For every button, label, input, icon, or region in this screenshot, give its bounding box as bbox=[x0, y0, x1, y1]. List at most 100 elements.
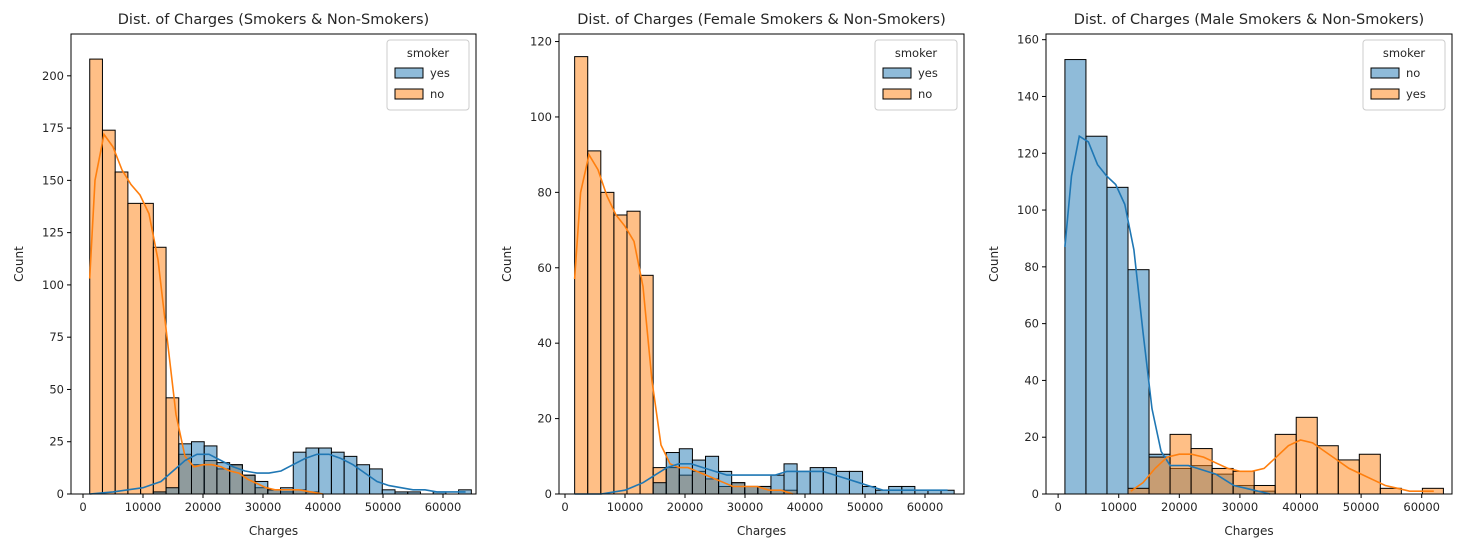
kde-line-no bbox=[1064, 134, 1271, 495]
y-tick-label: 0 bbox=[57, 487, 64, 501]
x-tick-label: 50000 bbox=[1343, 500, 1380, 514]
x-tick-label: 30000 bbox=[1222, 500, 1259, 514]
x-tick-label: 0 bbox=[561, 500, 568, 514]
y-tick-label: 0 bbox=[545, 487, 552, 501]
y-tick-label: 160 bbox=[1017, 33, 1039, 47]
bar-yes-2 bbox=[178, 443, 192, 495]
subplot-3: 0 10000 20000 30000 40000 50000 60000 0 20 40 60 80… bbox=[987, 12, 1453, 538]
kde-line-yes bbox=[89, 453, 466, 495]
kde-line-yes bbox=[574, 463, 948, 495]
x-tick-label: 40000 bbox=[787, 500, 824, 514]
bar-yes-1 bbox=[165, 487, 180, 495]
bar-no-5 bbox=[639, 274, 654, 495]
y-tick-label: 200 bbox=[42, 69, 64, 83]
bar-yes-4 bbox=[203, 445, 218, 495]
legend-label-yes: yes bbox=[430, 66, 450, 80]
x-tick-label: 10000 bbox=[125, 500, 162, 514]
bar-no-5 bbox=[152, 246, 167, 495]
subplot-2: 0 10000 20000 30000 40000 50000 60000 0 20 40 60 80… bbox=[500, 12, 965, 538]
legend-label-no: no bbox=[918, 87, 932, 101]
bar-no-1 bbox=[101, 129, 116, 495]
legend-title: smoker bbox=[1383, 46, 1426, 60]
legend-title: smoker bbox=[895, 46, 938, 60]
x-tick-label: 50000 bbox=[365, 500, 402, 514]
kde-line-no bbox=[88, 132, 324, 495]
x-tick-label: 10000 bbox=[607, 500, 644, 514]
bar-no-6 bbox=[165, 397, 180, 495]
y-tick-label: 175 bbox=[42, 121, 64, 135]
bar-no-1 bbox=[1085, 135, 1108, 495]
x-tick-label: 0 bbox=[1054, 500, 1061, 514]
legend: smoker yes no bbox=[874, 39, 958, 111]
kde-line-yes bbox=[1130, 439, 1434, 492]
legend-swatch-no bbox=[882, 88, 912, 100]
bar-yes-0 bbox=[652, 482, 667, 495]
axes-frame bbox=[1045, 33, 1453, 495]
legend-swatch-no bbox=[394, 88, 424, 100]
y-tick-label: 140 bbox=[1017, 89, 1039, 103]
bar-yes-10 bbox=[783, 463, 798, 495]
bar-yes-5 bbox=[1232, 470, 1255, 495]
x-axis-label: Charges bbox=[249, 524, 298, 538]
y-tick-label: 20 bbox=[537, 412, 552, 426]
bar-yes-8 bbox=[1295, 416, 1318, 495]
subplot-1: 0 10000 20000 30000 40000 50000 60000 0 25 50 75 10… bbox=[12, 12, 477, 538]
bar-no-1 bbox=[587, 150, 602, 495]
bar-yes-10 bbox=[1337, 459, 1360, 495]
x-tick-label: 60000 bbox=[1403, 500, 1440, 514]
legend-label-yes: yes bbox=[918, 66, 938, 80]
y-tick-label: 40 bbox=[1024, 373, 1039, 387]
bar-no-3 bbox=[1127, 269, 1150, 495]
y-tick-label: 60 bbox=[537, 261, 552, 275]
y-tick-label: 25 bbox=[49, 435, 64, 449]
legend-swatch-yes bbox=[394, 67, 424, 79]
y-axis-label: Count bbox=[987, 246, 1001, 282]
y-tick-label: 20 bbox=[1024, 430, 1039, 444]
y-tick-label: 120 bbox=[530, 35, 552, 49]
x-tick-label: 20000 bbox=[1161, 500, 1198, 514]
bar-yes-2 bbox=[678, 448, 693, 495]
y-tick-label: 150 bbox=[42, 173, 64, 187]
x-axis-label: Charges bbox=[737, 524, 786, 538]
chart-title: Dist. of Charges (Male Smokers & Non-Smo… bbox=[1074, 12, 1424, 28]
x-tick-label: 50000 bbox=[847, 500, 884, 514]
bar-no-4 bbox=[140, 202, 154, 495]
y-axis-label: Count bbox=[500, 246, 514, 282]
y-tick-label: 100 bbox=[530, 110, 552, 124]
chart-title: Dist. of Charges (Female Smokers & Non-S… bbox=[577, 12, 945, 28]
x-tick-label: 30000 bbox=[727, 500, 764, 514]
bar-no-0 bbox=[1064, 59, 1087, 495]
x-tick-label: 60000 bbox=[425, 500, 462, 514]
x-tick-label: 30000 bbox=[245, 500, 282, 514]
x-axis-label: Charges bbox=[1224, 524, 1273, 538]
y-tick-label: 120 bbox=[1017, 146, 1039, 160]
axes-frame bbox=[70, 33, 477, 495]
bar-no-2 bbox=[600, 191, 615, 495]
bar-yes-3 bbox=[190, 441, 205, 495]
legend-swatch-no bbox=[1370, 67, 1400, 79]
bar-no-0 bbox=[89, 58, 103, 495]
legend-swatch-yes bbox=[1370, 88, 1400, 100]
bar-yes-6 bbox=[731, 482, 746, 495]
bar-no-2 bbox=[114, 171, 129, 495]
bar-yes-10 bbox=[280, 487, 294, 495]
bar-yes-15 bbox=[343, 455, 358, 495]
x-tick-label: 20000 bbox=[185, 500, 222, 514]
bar-yes-11 bbox=[796, 470, 811, 495]
bar-no-0 bbox=[574, 56, 589, 495]
legend-label-yes: yes bbox=[1406, 87, 1426, 101]
y-tick-label: 0 bbox=[1032, 487, 1039, 501]
y-tick-label: 50 bbox=[49, 382, 64, 396]
legend-label-no: no bbox=[430, 87, 444, 101]
x-tick-label: 10000 bbox=[1100, 500, 1137, 514]
x-tick-label: 20000 bbox=[667, 500, 704, 514]
y-tick-label: 100 bbox=[1017, 203, 1039, 217]
y-tick-label: 80 bbox=[1024, 260, 1039, 274]
legend-title: smoker bbox=[407, 46, 450, 60]
x-tick-label: 40000 bbox=[305, 500, 342, 514]
y-tick-label: 75 bbox=[49, 330, 64, 344]
x-tick-label: 60000 bbox=[907, 500, 944, 514]
bar-no-4 bbox=[626, 210, 641, 495]
bar-yes-4 bbox=[1211, 467, 1234, 495]
